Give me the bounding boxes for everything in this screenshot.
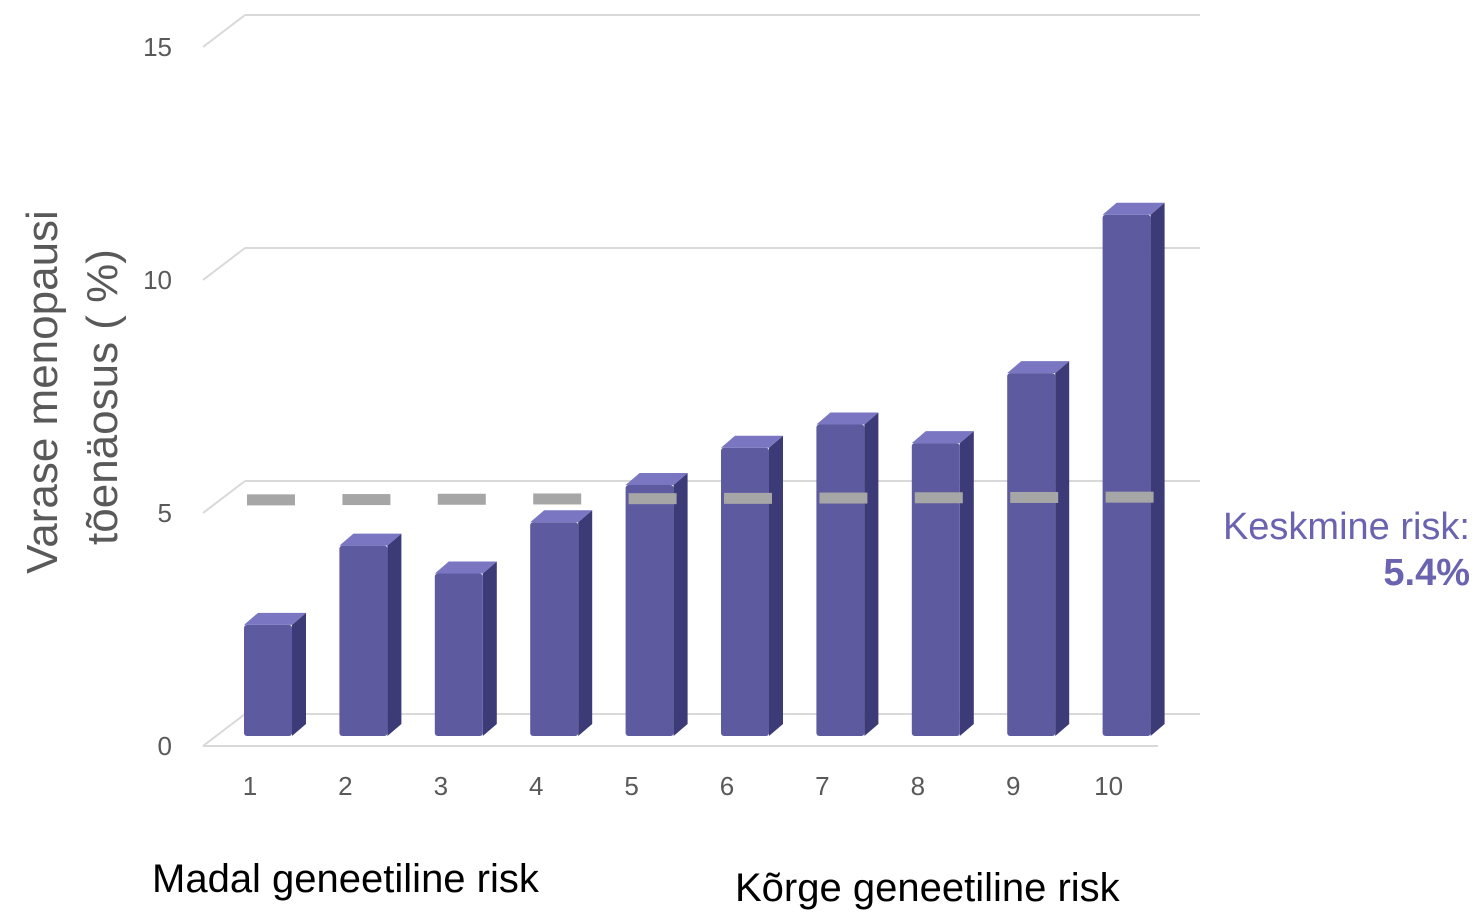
average-dash [1105, 491, 1154, 503]
bar [1007, 361, 1070, 736]
bar-front [244, 624, 292, 736]
average-dash [724, 492, 772, 504]
bar [816, 412, 879, 736]
x-axis-ticks: 1 2 3 4 5 6 7 8 9 10 [243, 771, 1123, 801]
bar-side [482, 561, 497, 736]
x-tick-label: 9 [1006, 771, 1020, 801]
x-tick-label: 4 [529, 771, 543, 801]
y-tick-label: 10 [143, 265, 172, 295]
bar-front [434, 573, 483, 736]
bar-front [911, 443, 960, 736]
bar-top [339, 533, 402, 546]
bar-top [1007, 361, 1070, 374]
bar-top [530, 510, 593, 523]
bars [244, 202, 1165, 737]
bar [1102, 202, 1165, 737]
bar [244, 612, 306, 736]
average-dash [533, 493, 582, 505]
bar-top [911, 431, 974, 444]
bar-front [1007, 373, 1056, 736]
bar [625, 473, 688, 736]
bar-side [673, 473, 688, 736]
bar-side [1150, 202, 1165, 737]
average-risk-value: 5.4% [1383, 551, 1470, 594]
average-dash [247, 494, 295, 506]
high-genetic-risk-label: Kõrge geneetiline risk [735, 866, 1120, 910]
grid-line-diagonal [202, 14, 246, 48]
x-tick-label: 7 [815, 771, 829, 801]
bar-top [244, 612, 306, 625]
bar-side [864, 412, 879, 736]
bar-top [625, 473, 688, 486]
bar-side [292, 612, 306, 736]
average-line [247, 491, 1154, 506]
bar-top [721, 435, 783, 448]
bar-front [816, 424, 865, 736]
bar-top [1102, 202, 1165, 215]
bar-side [1055, 361, 1070, 736]
bar-side [959, 431, 974, 736]
bar-front [1102, 214, 1151, 737]
grid-line-diagonal [202, 713, 246, 747]
x-tick-label: 10 [1094, 771, 1123, 801]
grid-line-diagonal [202, 480, 246, 514]
y-tick-label: 0 [158, 731, 172, 761]
x-tick-label: 5 [624, 771, 638, 801]
y-tick-label: 15 [143, 32, 172, 62]
average-dash [628, 493, 677, 505]
y-axis-ticks: 0 5 10 15 [143, 32, 172, 761]
bar-top [434, 561, 497, 574]
bar-front [339, 545, 388, 736]
bar [721, 435, 783, 736]
x-tick-label: 2 [338, 771, 352, 801]
y-tick-label: 5 [158, 498, 172, 528]
average-dash [342, 494, 391, 506]
bar-side [578, 510, 593, 736]
bar-top [816, 412, 879, 425]
average-dash [437, 493, 486, 505]
average-dash [819, 492, 868, 504]
grid-line-diagonal [202, 247, 246, 281]
x-tick-label: 6 [720, 771, 734, 801]
y-axis-title-line-2: tõenäosus ( %) [78, 249, 127, 545]
bar-side [387, 533, 402, 736]
bar-front [625, 485, 674, 736]
y-axis-title-line-1: Varase menopausi [18, 210, 67, 574]
bar-front [530, 522, 579, 736]
low-genetic-risk-label: Madal geneetiline risk [152, 857, 539, 901]
average-dash [914, 492, 963, 504]
average-risk-title: Keskmine risk: [1222, 506, 1470, 548]
x-tick-label: 3 [434, 771, 448, 801]
bar [434, 561, 497, 736]
bar [530, 510, 593, 736]
bar-front [721, 447, 769, 736]
average-dash [1010, 491, 1059, 503]
average-risk-label: Keskmine risk: 5.4% [1223, 505, 1470, 596]
bar-side [769, 435, 783, 736]
bar [339, 533, 402, 736]
x-tick-label: 8 [911, 771, 925, 801]
x-tick-label: 1 [243, 771, 257, 801]
bar [911, 431, 974, 736]
